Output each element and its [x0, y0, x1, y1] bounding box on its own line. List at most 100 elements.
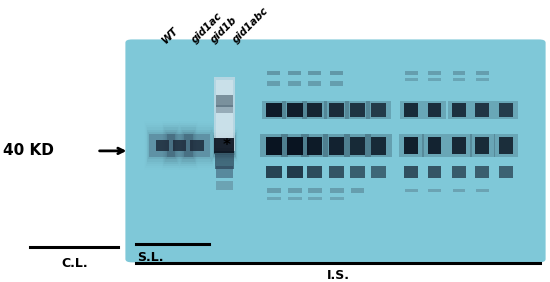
Bar	[400, 101, 423, 119]
Text: 40 KD: 40 KD	[3, 143, 54, 158]
Bar	[350, 188, 365, 193]
Bar	[307, 103, 322, 117]
Bar	[330, 81, 343, 86]
Bar	[371, 136, 386, 155]
Bar	[165, 130, 195, 162]
Bar	[147, 130, 177, 162]
Bar	[146, 127, 178, 164]
Bar	[214, 77, 235, 151]
Bar	[148, 132, 176, 159]
Bar	[499, 166, 513, 178]
Bar	[366, 101, 390, 119]
Bar	[156, 140, 169, 151]
Bar	[476, 71, 488, 75]
Bar	[350, 166, 365, 178]
Bar	[179, 123, 214, 168]
Bar	[190, 140, 204, 151]
Bar	[214, 138, 234, 153]
Bar	[428, 78, 441, 81]
Bar	[470, 135, 494, 157]
Bar	[283, 101, 307, 119]
Bar	[307, 136, 322, 155]
Bar	[329, 188, 344, 193]
Bar	[452, 103, 466, 117]
Bar	[163, 125, 196, 166]
Bar	[266, 166, 282, 178]
Bar	[427, 103, 442, 117]
Bar	[453, 71, 465, 75]
Bar	[494, 101, 518, 119]
Bar	[167, 134, 193, 157]
Bar	[180, 125, 213, 166]
Bar	[307, 188, 322, 193]
Bar	[146, 125, 179, 166]
Bar	[422, 135, 447, 157]
Bar	[211, 129, 238, 162]
Bar	[216, 166, 233, 178]
Bar	[214, 138, 234, 153]
Text: gid1abc: gid1abc	[230, 6, 270, 45]
Bar	[288, 197, 302, 200]
Bar	[453, 78, 465, 81]
Bar	[216, 180, 233, 190]
Bar	[329, 103, 344, 117]
Text: gid1b: gid1b	[209, 15, 239, 45]
Bar	[163, 123, 197, 168]
Bar	[287, 103, 303, 117]
Bar	[471, 101, 494, 119]
Bar	[475, 137, 490, 154]
Bar	[345, 101, 370, 119]
Bar	[210, 127, 239, 164]
Bar	[267, 188, 281, 193]
Bar	[404, 137, 419, 154]
Bar	[476, 78, 488, 81]
Bar	[181, 127, 212, 164]
Bar	[428, 189, 441, 193]
Bar	[427, 137, 442, 154]
Bar	[182, 130, 212, 162]
Bar	[287, 136, 303, 155]
Bar	[448, 101, 471, 119]
Bar	[475, 103, 490, 117]
Bar	[308, 81, 321, 86]
Bar	[214, 138, 234, 153]
Bar	[288, 81, 301, 86]
FancyBboxPatch shape	[125, 39, 546, 262]
Bar	[404, 166, 419, 178]
Bar	[173, 140, 186, 151]
Bar	[475, 166, 490, 178]
Bar	[399, 135, 424, 157]
Bar	[494, 135, 518, 157]
Bar	[216, 95, 233, 107]
Bar	[213, 135, 235, 157]
Bar	[288, 188, 302, 193]
Bar	[476, 189, 488, 193]
Text: *: *	[223, 138, 230, 153]
Bar	[184, 134, 210, 157]
Bar	[266, 136, 282, 155]
Bar	[164, 127, 196, 164]
Bar	[308, 70, 321, 75]
Bar	[149, 134, 175, 157]
Bar	[323, 134, 350, 157]
Bar	[301, 134, 328, 157]
Bar	[267, 70, 280, 75]
Bar	[216, 105, 233, 113]
Bar	[371, 166, 386, 178]
Bar	[365, 134, 392, 157]
Bar	[452, 166, 466, 178]
Text: I.S.: I.S.	[327, 268, 350, 281]
Bar	[212, 132, 236, 160]
Bar	[499, 103, 513, 117]
Bar	[143, 119, 181, 173]
Bar	[499, 137, 513, 154]
Bar	[267, 81, 280, 86]
Bar	[145, 123, 179, 168]
Bar	[329, 197, 344, 200]
Bar	[260, 134, 288, 157]
Text: C.L.: C.L.	[61, 257, 87, 270]
Bar	[267, 197, 281, 200]
Bar	[216, 80, 233, 148]
Bar	[281, 134, 309, 157]
Bar	[452, 137, 466, 154]
